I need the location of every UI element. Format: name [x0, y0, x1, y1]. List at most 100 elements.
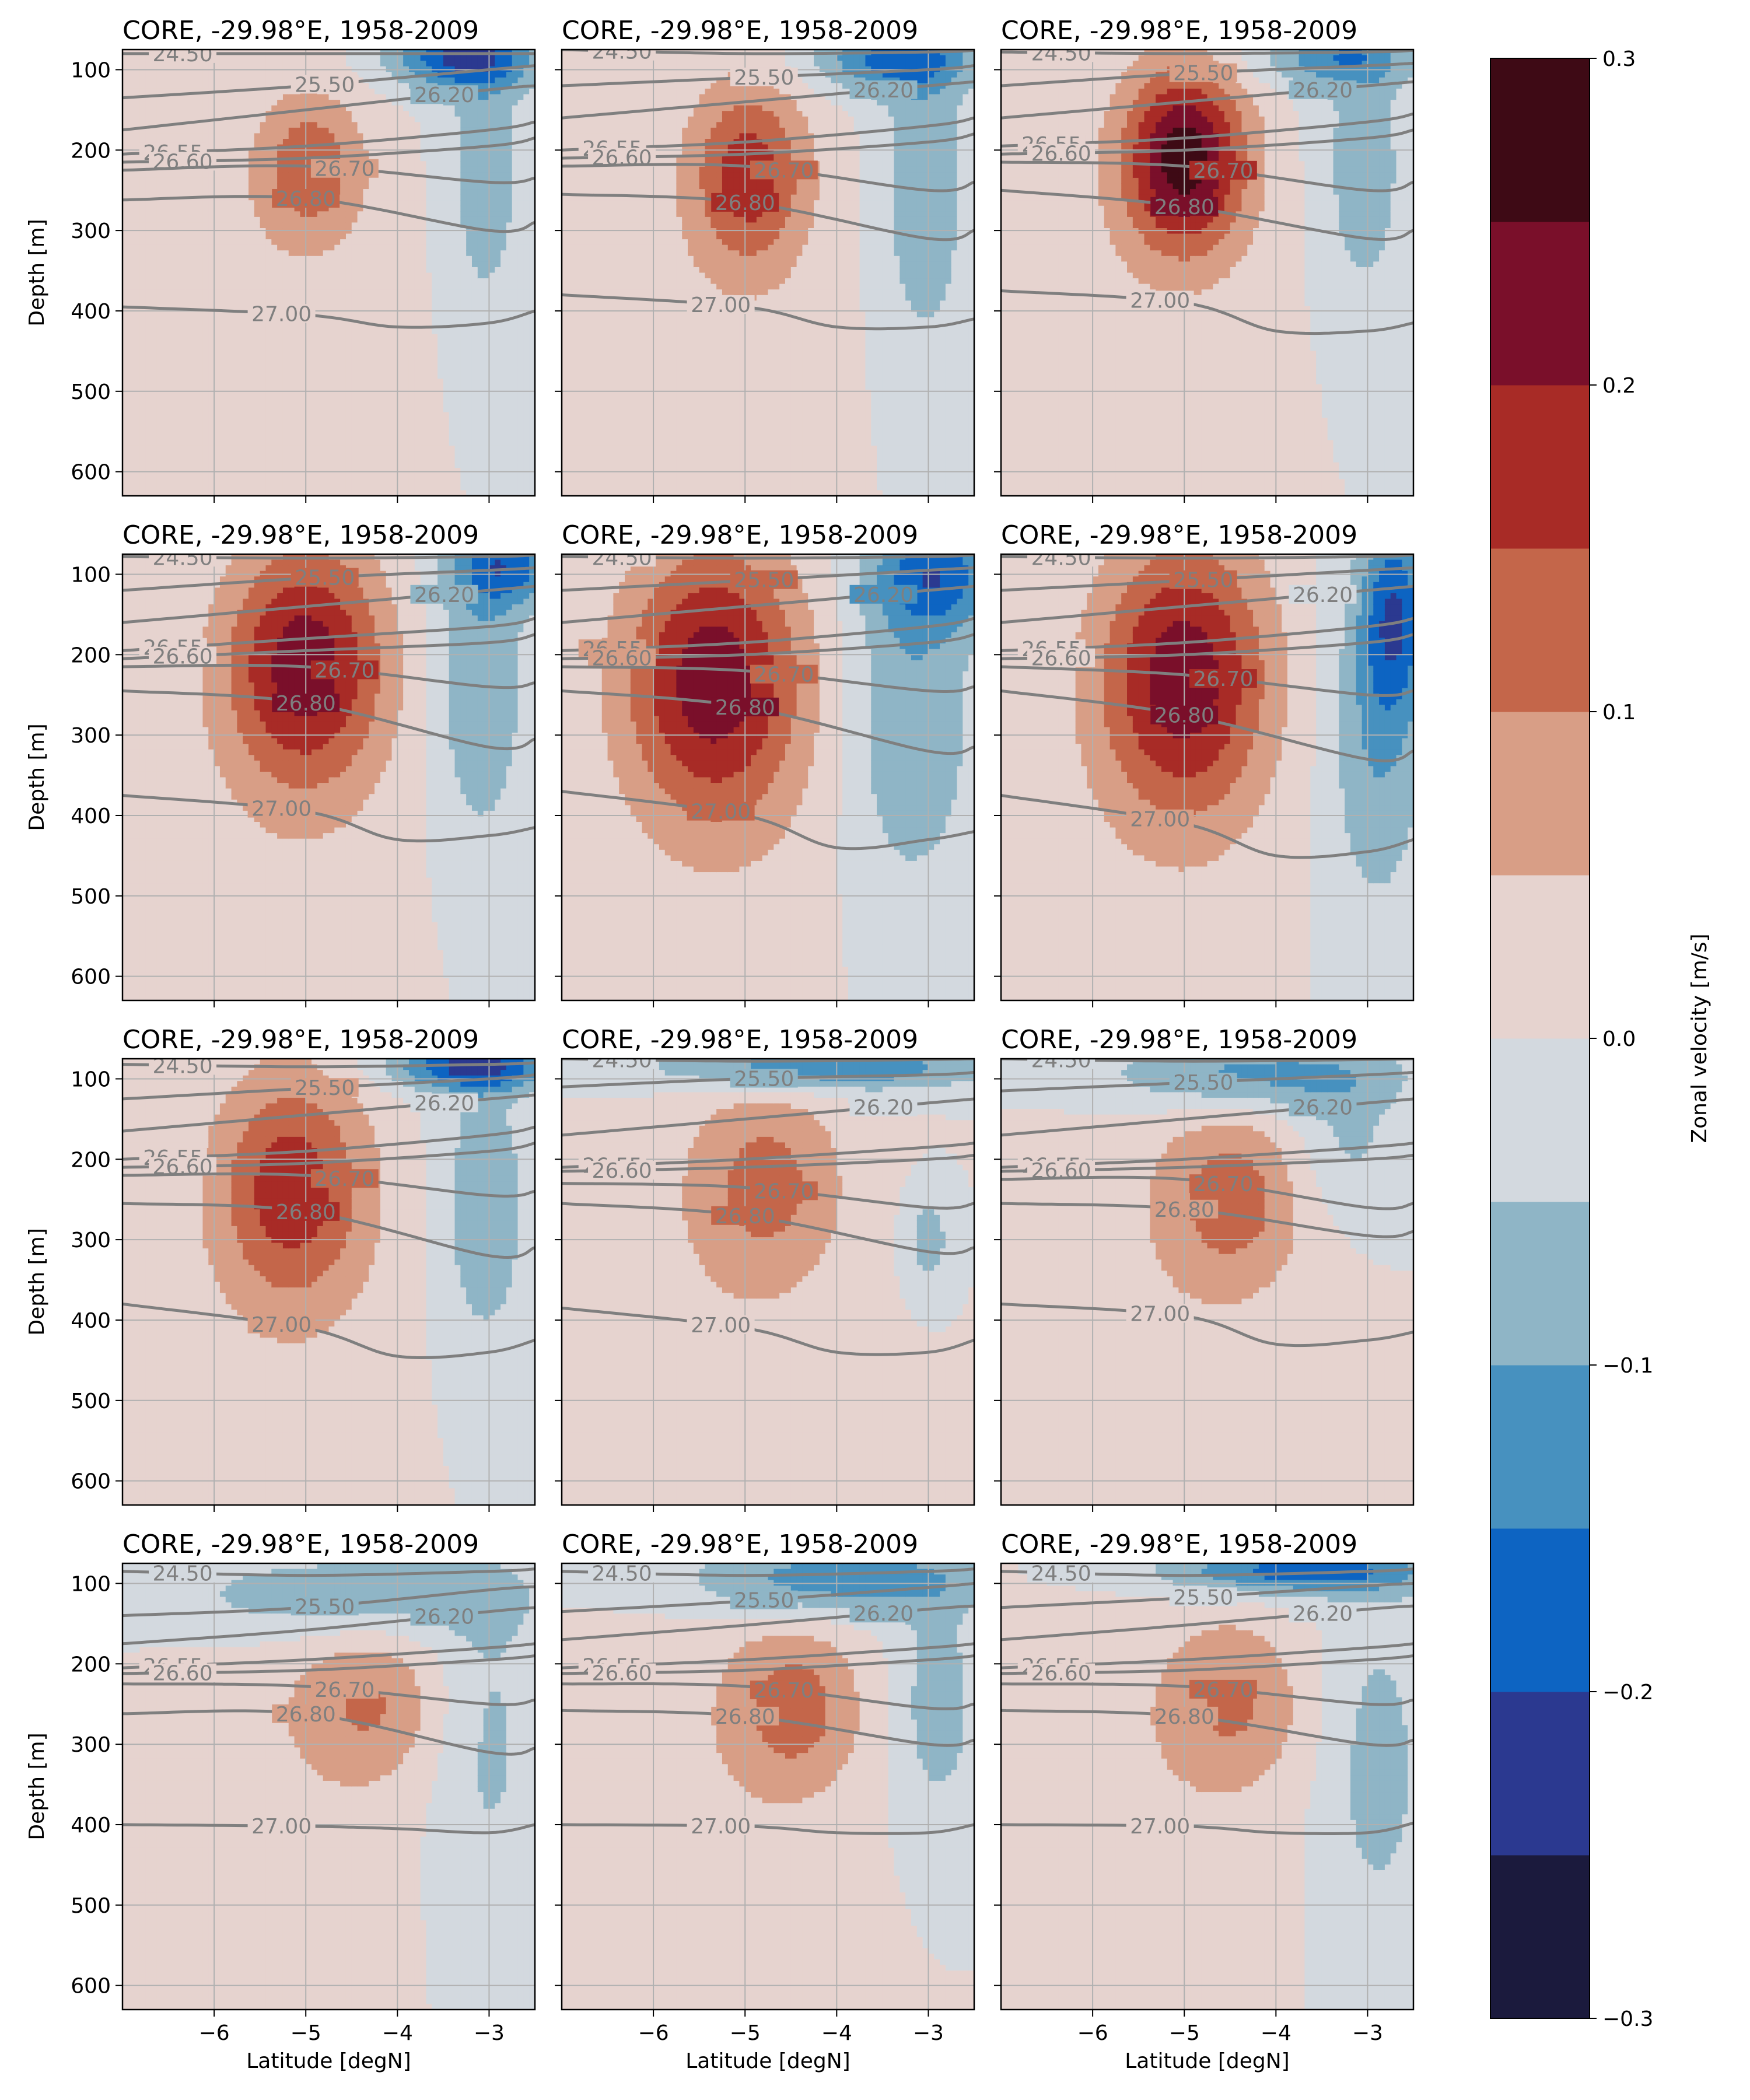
field-cell: [277, 211, 283, 217]
field-cell: [139, 407, 145, 412]
field-cell: [277, 452, 283, 457]
field-cell: [202, 379, 208, 384]
field-cell: [226, 278, 232, 284]
field-cell: [415, 178, 421, 184]
field-cell: [358, 211, 363, 217]
field-cell: [334, 284, 340, 290]
field-cell: [123, 474, 128, 480]
field-cell: [220, 239, 226, 245]
field-cell: [277, 100, 283, 106]
field-cell: [397, 145, 403, 150]
field-cell: [432, 418, 438, 424]
field-cell: [197, 485, 203, 491]
field-cell: [397, 373, 403, 379]
field-cell: [174, 351, 180, 356]
field-cell: [249, 401, 254, 407]
field-cell: [397, 200, 403, 206]
field-cell: [415, 317, 421, 323]
field-cell: [358, 362, 363, 368]
field-cell: [197, 256, 203, 262]
field-cell: [249, 78, 254, 83]
field-cell: [432, 156, 438, 162]
field-cell: [163, 295, 169, 301]
field-cell: [369, 407, 374, 412]
field-cell: [128, 72, 134, 78]
field-cell: [466, 446, 472, 452]
field-cell: [432, 452, 438, 457]
field-cell: [466, 139, 472, 145]
field-cell: [197, 345, 203, 351]
field-cell: [312, 362, 317, 368]
field-cell: [323, 401, 329, 407]
field-cell: [232, 217, 237, 223]
field-cell: [197, 128, 203, 134]
field-cell: [409, 234, 415, 240]
field-cell: [265, 396, 271, 401]
field-cell: [478, 117, 484, 123]
field-cell: [317, 222, 323, 228]
field-cell: [460, 328, 466, 334]
field-cell: [226, 106, 232, 111]
field-cell: [443, 278, 449, 284]
field-cell: [289, 284, 295, 290]
field-cell: [397, 479, 403, 485]
field-cell: [237, 189, 243, 195]
field-cell: [214, 184, 220, 190]
field-cell: [340, 217, 346, 223]
field-cell: [277, 334, 283, 340]
field-cell: [363, 61, 369, 66]
field-cell: [466, 61, 472, 66]
field-cell: [254, 250, 260, 256]
field-cell: [220, 485, 226, 491]
field-cell: [432, 211, 438, 217]
field-cell: [220, 72, 226, 78]
field-cell: [265, 133, 271, 139]
field-cell: [397, 424, 403, 429]
field-cell: [397, 245, 403, 251]
field-cell: [191, 446, 197, 452]
field-cell: [317, 217, 323, 223]
field-cell: [460, 256, 466, 262]
field-cell: [277, 373, 283, 379]
field-cell: [426, 250, 432, 256]
field-cell: [254, 55, 260, 61]
field-cell: [123, 189, 128, 195]
field-cell: [237, 184, 243, 190]
field-cell: [277, 418, 283, 424]
field-cell: [346, 373, 352, 379]
field-cell: [151, 345, 157, 351]
field-cell: [421, 117, 426, 123]
field-cell: [346, 396, 352, 401]
field-cell: [220, 418, 226, 424]
field-cell: [202, 463, 208, 468]
field-cell: [386, 217, 392, 223]
field-cell: [334, 412, 340, 418]
field-cell: [363, 72, 369, 78]
field-cell: [220, 83, 226, 89]
field-cell: [432, 373, 438, 379]
field-cell: [254, 457, 260, 463]
field-cell: [134, 328, 140, 334]
field-cell: [415, 189, 421, 195]
field-cell: [283, 418, 289, 424]
field-cell: [380, 440, 386, 446]
field-cell: [432, 222, 438, 228]
field-cell: [174, 117, 180, 123]
field-cell: [214, 328, 220, 334]
field-cell: [334, 446, 340, 452]
field-cell: [397, 362, 403, 368]
field-cell: [346, 128, 352, 134]
field-cell: [139, 412, 145, 418]
field-cell: [438, 189, 443, 195]
field-cell: [317, 273, 323, 279]
field-cell: [295, 373, 300, 379]
field-cell: [191, 245, 197, 251]
field-cell: [455, 261, 461, 267]
field-cell: [197, 267, 203, 273]
field-cell: [163, 300, 169, 306]
field-cell: [265, 172, 271, 178]
field-cell: [197, 250, 203, 256]
field-cell: [455, 479, 461, 485]
field-cell: [340, 485, 346, 491]
field-cell: [134, 373, 140, 379]
